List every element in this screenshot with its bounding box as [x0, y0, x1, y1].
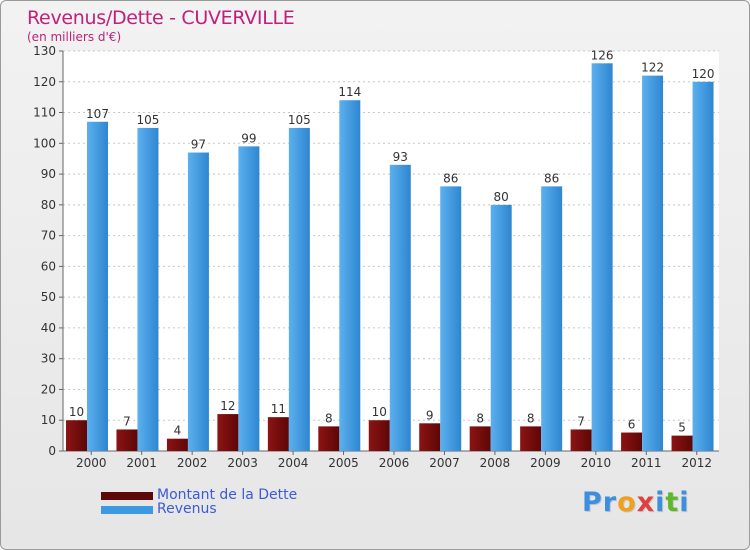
bar-revenus: [440, 186, 462, 451]
bar-revenus: [389, 164, 411, 451]
x-tick-label: 2004: [278, 456, 309, 470]
data-label-dette: 8: [476, 411, 484, 425]
logo-letter: t: [665, 487, 680, 518]
legend-swatch-dette: [101, 492, 153, 500]
y-tick-label: 90: [41, 167, 56, 181]
bar-dette: [520, 426, 542, 451]
bar-dette: [368, 420, 390, 451]
bar-revenus: [87, 121, 108, 452]
chart-title: Revenus/Dette - CUVERVILLE: [27, 7, 295, 29]
logo-letter: i: [655, 487, 666, 518]
y-tick-label: 20: [41, 382, 56, 396]
data-label-revenus: 105: [137, 113, 160, 127]
legend-label-dette: Montant de la Dette: [157, 487, 298, 503]
data-label-revenus: 105: [288, 113, 311, 127]
data-label-revenus: 99: [241, 131, 256, 145]
bar-dette: [671, 435, 693, 451]
x-tick-label: 2001: [126, 456, 157, 470]
bar-revenus: [490, 204, 512, 451]
bar-dette: [116, 429, 138, 451]
proxiti-logo: Proxiti: [582, 487, 690, 518]
x-tick-label: 2008: [480, 456, 511, 470]
x-tick-label: 2002: [177, 456, 208, 470]
bar-dette: [469, 426, 491, 451]
bar-dette: [419, 423, 441, 451]
data-label-revenus: 114: [338, 85, 361, 99]
bar-revenus: [591, 63, 613, 452]
y-tick-label: 50: [41, 290, 56, 304]
y-tick-label: 130: [33, 44, 56, 58]
bar-revenus: [137, 127, 159, 451]
data-label-dette: 11: [271, 402, 286, 416]
data-label-dette: 6: [628, 418, 636, 432]
data-label-revenus: 86: [544, 171, 559, 185]
x-tick-label: 2011: [631, 456, 662, 470]
x-tick-label: 2012: [681, 456, 712, 470]
data-label-dette: 12: [220, 399, 235, 413]
data-label-dette: 7: [577, 414, 585, 428]
data-label-dette: 8: [325, 411, 333, 425]
legend-swatch-revenus: [101, 506, 153, 514]
bar-revenus: [692, 81, 714, 452]
x-tick-label: 2003: [227, 456, 258, 470]
data-label-revenus: 80: [494, 190, 509, 204]
data-label-dette: 7: [123, 414, 131, 428]
bar-dette: [66, 420, 87, 451]
bar-revenus: [339, 100, 361, 451]
bar-dette: [621, 432, 643, 451]
x-tick-label: 2009: [530, 456, 561, 470]
bar-dette: [318, 426, 340, 451]
logo-letter: P: [582, 487, 603, 518]
y-tick-label: 70: [41, 229, 56, 243]
logo-letter: o: [617, 487, 637, 518]
y-tick-label: 100: [33, 136, 56, 150]
y-tick-label: 110: [33, 106, 56, 120]
bar-revenus: [238, 146, 260, 451]
bar-revenus: [187, 152, 209, 452]
y-tick-label: 40: [41, 321, 56, 335]
logo-letter: x: [636, 487, 656, 518]
bar-dette: [267, 417, 289, 451]
logo-letter: i: [679, 487, 690, 518]
x-tick-label: 2007: [429, 456, 460, 470]
legend-label-revenus: Revenus: [157, 501, 217, 517]
data-label-revenus: 126: [591, 48, 614, 62]
data-label-revenus: 97: [191, 138, 206, 152]
y-tick-label: 120: [33, 75, 56, 89]
bar-dette: [217, 414, 239, 451]
bar-revenus: [541, 186, 563, 451]
data-label-revenus: 93: [393, 150, 408, 164]
x-tick-label: 2000: [76, 456, 107, 470]
y-tick-label: 30: [41, 352, 56, 366]
data-label-dette: 8: [527, 411, 535, 425]
data-label-dette: 10: [69, 405, 84, 419]
y-tick-label: 60: [41, 259, 56, 273]
data-label-dette: 5: [678, 421, 686, 435]
bar-dette: [570, 429, 592, 451]
y-tick-label: 10: [41, 413, 56, 427]
y-tick-label: 80: [41, 198, 56, 212]
y-tick-label: 0: [48, 444, 56, 458]
chart-subtitle: (en milliers d'€): [27, 30, 122, 44]
data-label-dette: 9: [426, 408, 434, 422]
data-label-revenus: 86: [443, 171, 458, 185]
bar-dette: [166, 438, 188, 451]
data-label-revenus: 120: [692, 67, 715, 81]
data-label-dette: 10: [372, 405, 387, 419]
x-tick-label: 2010: [581, 456, 612, 470]
logo-letter: r: [602, 487, 618, 518]
data-label-revenus: 107: [86, 107, 109, 121]
x-tick-label: 2006: [379, 456, 410, 470]
data-label-dette: 4: [174, 424, 182, 438]
bar-revenus: [642, 75, 664, 451]
x-tick-label: 2005: [328, 456, 359, 470]
bar-revenus: [288, 127, 310, 451]
data-label-revenus: 122: [641, 61, 664, 75]
